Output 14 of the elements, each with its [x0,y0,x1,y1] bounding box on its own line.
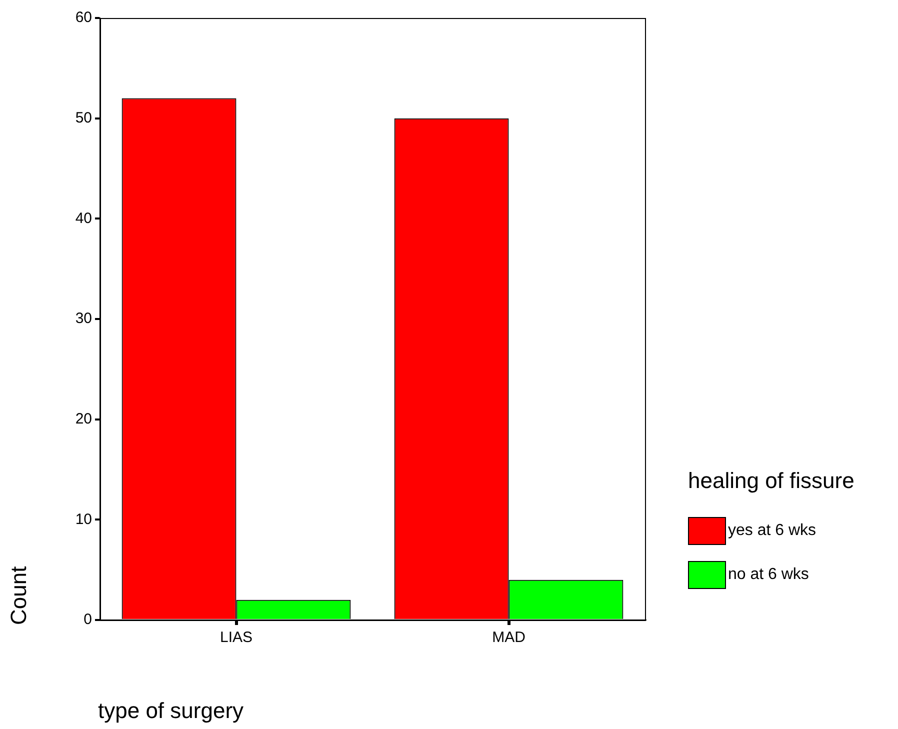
y-tick-label: 30 [75,310,92,328]
y-tick-label: 0 [84,611,92,628]
legend-label: yes at 6 wks [728,522,816,540]
legend-label: no at 6 wks [728,566,809,584]
legend-title: healing of fissure [688,468,854,494]
y-axis-title: Count [6,566,32,625]
y-tick-label: 10 [75,510,92,528]
y-tick-label: 50 [75,109,92,126]
x-axis-title: type of surgery [98,698,244,724]
x-tick-label: LIAS [220,629,253,646]
y-tick-label: 60 [75,9,92,26]
y-tick-label: 20 [75,410,92,428]
y-tick-label: 40 [75,210,92,227]
x-tick-label: MAD [492,629,526,646]
